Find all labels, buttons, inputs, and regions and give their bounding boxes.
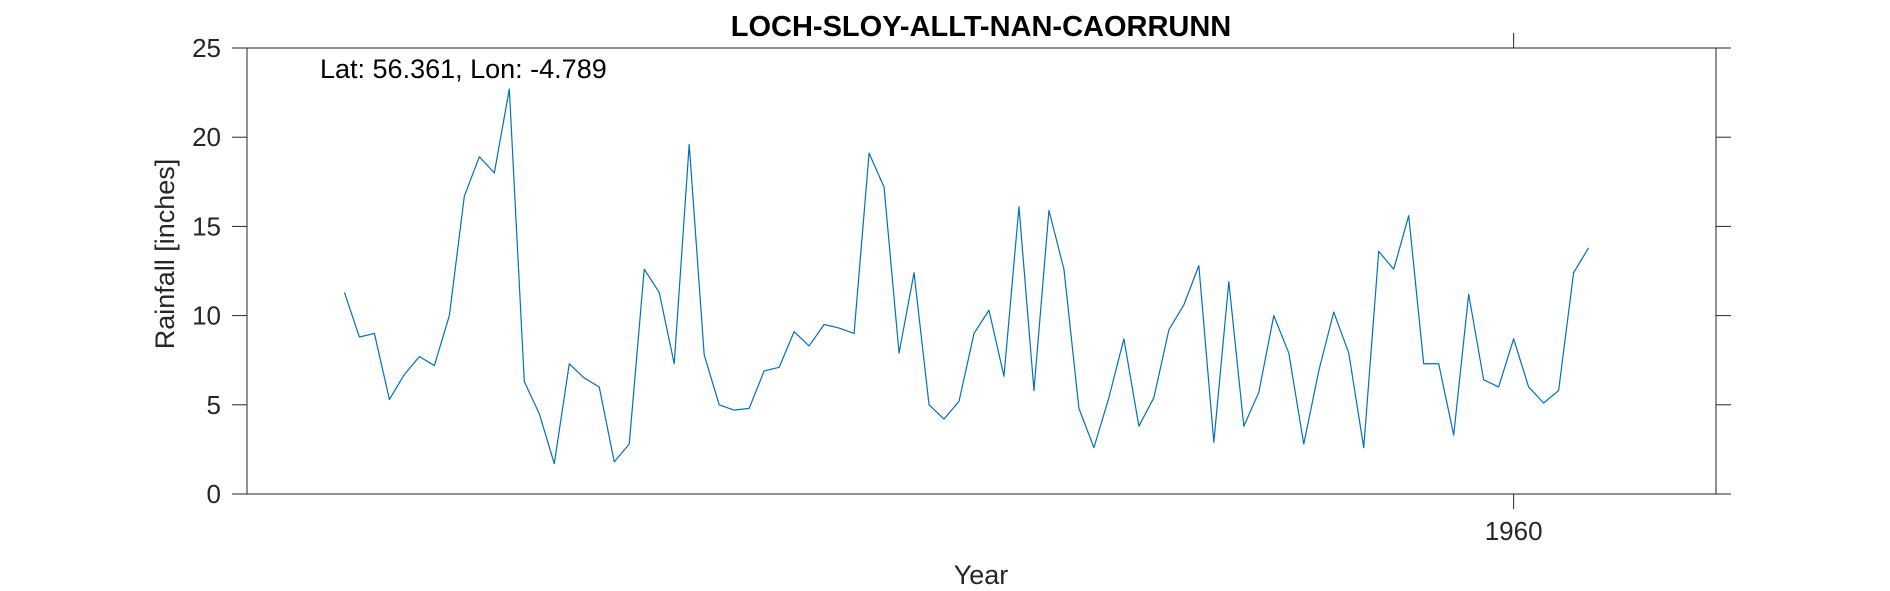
y-tick-label: 5 [207,390,221,420]
y-tick-label: 15 [192,211,221,241]
plot-area [343,88,1590,465]
axis-ticks [232,33,1731,509]
y-tick-label: 10 [192,301,221,331]
y-axis-label: Rainfall [inches] [150,159,180,350]
y-tick-label: 25 [192,33,221,63]
y-tick-label: 20 [192,122,221,152]
axes-box [246,47,1717,495]
axes-frame [246,47,1717,495]
y-tick-label: 0 [207,479,221,509]
tick-labels: 0 5 10 15 20 25 1960 [192,33,1542,546]
x-tick-label: 1960 [1485,516,1543,546]
rainfall-series-line [343,88,1590,465]
x-axis-label: Year [954,560,1009,590]
location-annotation: Lat: 56.361, Lon: -4.789 [320,54,607,84]
chart-title: LOCH-SLOY-ALLT-NAN-CAORRUNN [731,11,1231,43]
